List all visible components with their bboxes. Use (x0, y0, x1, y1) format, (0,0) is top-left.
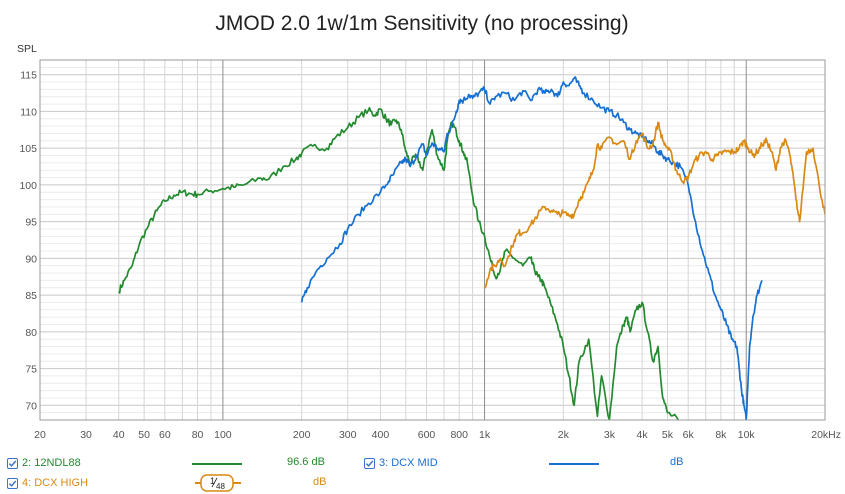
checkbox-dcx-mid[interactable] (364, 457, 375, 469)
legend-label-12ndl88: 2: 12NDL88 (22, 457, 81, 469)
legend-value-12ndl88: 96.6 dB (287, 456, 325, 468)
series-line-3-dcx-mid (300, 76, 763, 420)
x-tick-label: 100 (214, 429, 232, 441)
x-tick-label: 20kHz (811, 429, 841, 441)
x-tick-label: 1k (479, 429, 491, 441)
legend-item-dcx-mid[interactable]: 3: DCX MID (364, 455, 438, 471)
legend-item-12ndl88[interactable]: 2: 12NDL88 (7, 455, 81, 471)
checkbox-12ndl88[interactable] (7, 457, 18, 469)
curves (118, 76, 825, 420)
y-tick-label: 85 (25, 290, 37, 302)
series-line-2-12ndl88 (118, 106, 680, 420)
smoothing-denominator: 48 (216, 482, 225, 491)
x-tick-label: 5k (662, 429, 674, 441)
x-tick-label: 3k (604, 429, 616, 441)
x-tick-label: 8k (715, 429, 727, 441)
legend-label-dcx-high: 4: DCX HIGH (22, 477, 89, 489)
x-tick-label: 6k (683, 429, 695, 441)
checkbox-dcx-high[interactable] (7, 477, 18, 489)
x-tick-label: 40 (113, 429, 125, 441)
y-tick-label: 80 (25, 327, 37, 339)
y-tick-label: 115 (20, 70, 37, 82)
smoothing-indicator[interactable]: 1 48 (195, 474, 241, 492)
legend-value-dcx-high: dB (313, 476, 327, 488)
chart-title: JMOD 2.0 1w/1m Sensitivity (no processin… (215, 12, 628, 35)
y-tick-label: 100 (19, 180, 37, 192)
x-tick-label: 600 (418, 429, 436, 441)
x-tick-label: 30 (80, 429, 92, 441)
x-tick-label: 20 (34, 429, 46, 441)
legend-value-dcx-mid: dB (670, 456, 684, 468)
y-tick-label: 70 (25, 400, 37, 412)
x-tick-label: 800 (450, 429, 468, 441)
y-tick-label: 90 (25, 253, 37, 265)
x-tick-label: 200 (293, 429, 311, 441)
y-tick-label: 105 (19, 143, 37, 155)
x-tick-label: 400 (372, 429, 390, 441)
x-tick-label: 2k (558, 429, 570, 441)
legend-item-dcx-high[interactable]: 4: DCX HIGH (7, 475, 88, 491)
tick-labels: 115 110 105 100 95 90 85 80 75 70 20 30 40 50 60 80 100 2… (19, 70, 841, 441)
x-tick-label: 80 (192, 429, 204, 441)
x-tick-label: 50 (138, 429, 150, 441)
plot-frame (39, 59, 826, 421)
legend-line-dcx-mid (549, 463, 599, 465)
grid (39, 59, 826, 421)
y-tick-label: 110 (20, 106, 37, 118)
x-tick-label: 300 (339, 429, 357, 441)
x-tick-label: 4k (637, 429, 649, 441)
y-axis-label: SPL (17, 43, 37, 55)
x-tick-label: 10k (738, 429, 756, 441)
legend-label-dcx-mid: 3: DCX MID (379, 457, 438, 469)
y-tick-label: 75 (25, 364, 37, 376)
x-tick-label: 60 (159, 429, 171, 441)
smoothing-numerator: 1 (210, 476, 215, 486)
series-line-4-dcx-high (484, 121, 825, 289)
y-tick-label: 95 (25, 217, 37, 229)
legend-line-12ndl88 (192, 463, 242, 465)
